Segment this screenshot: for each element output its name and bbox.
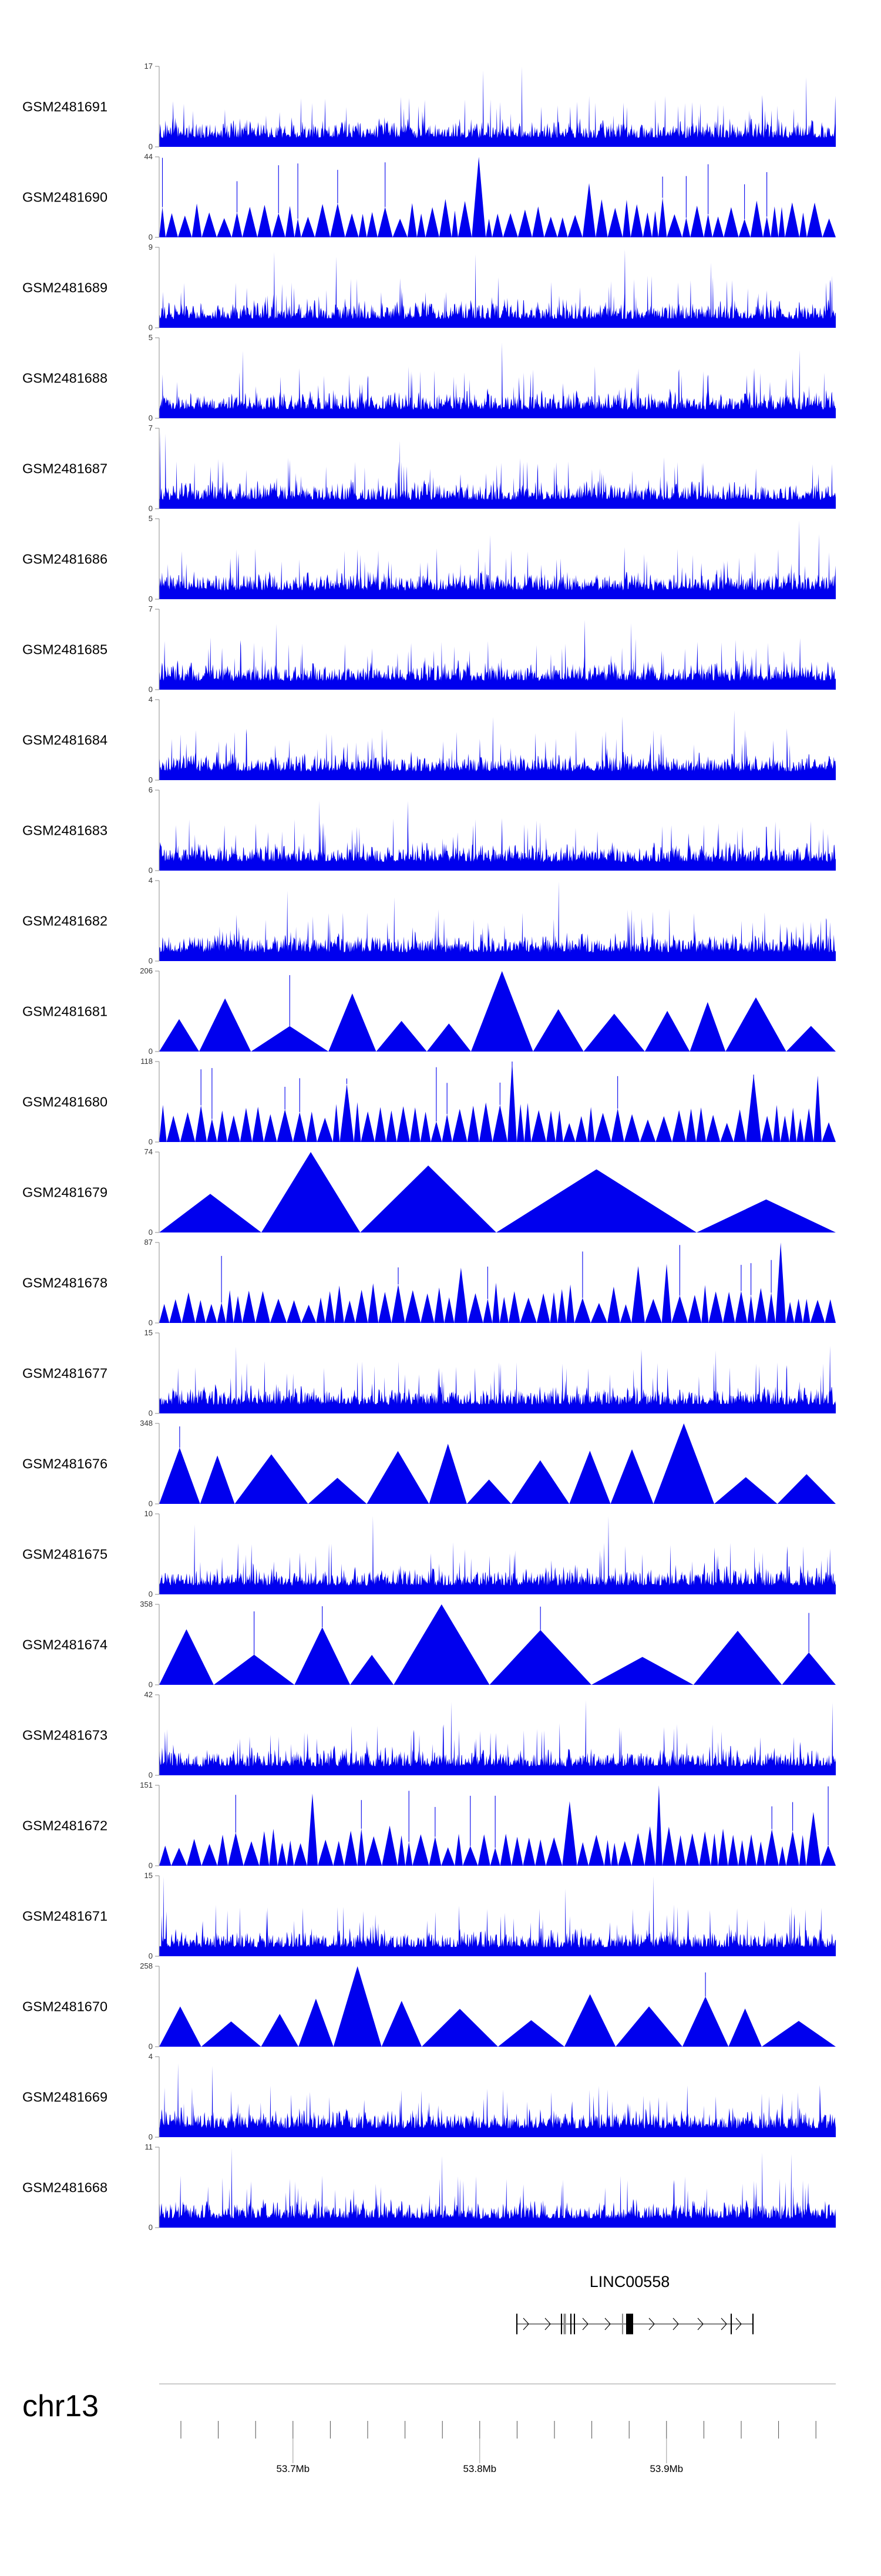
svg-text:7: 7 xyxy=(149,424,153,432)
svg-text:chr13: chr13 xyxy=(22,2389,99,2423)
svg-text:0: 0 xyxy=(149,1680,153,1689)
svg-text:4: 4 xyxy=(149,695,153,704)
svg-text:7: 7 xyxy=(149,604,153,613)
svg-text:GSM2481690: GSM2481690 xyxy=(22,190,107,205)
svg-text:0: 0 xyxy=(149,2132,153,2141)
svg-text:GSM2481687: GSM2481687 xyxy=(22,461,107,476)
svg-text:0: 0 xyxy=(149,323,153,332)
svg-text:151: 151 xyxy=(140,1781,153,1789)
svg-text:GSM2481683: GSM2481683 xyxy=(22,823,107,838)
svg-text:GSM2481668: GSM2481668 xyxy=(22,2180,107,2195)
svg-text:358: 358 xyxy=(140,1600,153,1608)
svg-text:GSM2481673: GSM2481673 xyxy=(22,1728,107,1743)
svg-text:GSM2481669: GSM2481669 xyxy=(22,2090,107,2105)
svg-text:0: 0 xyxy=(149,1318,153,1327)
svg-text:74: 74 xyxy=(144,1147,153,1156)
svg-text:GSM2481686: GSM2481686 xyxy=(22,552,107,567)
svg-text:GSM2481685: GSM2481685 xyxy=(22,642,107,657)
svg-text:10: 10 xyxy=(144,1509,153,1518)
svg-text:0: 0 xyxy=(149,595,153,603)
svg-text:118: 118 xyxy=(140,1057,153,1066)
svg-text:15: 15 xyxy=(144,1871,153,1880)
svg-text:11: 11 xyxy=(145,2142,153,2151)
svg-text:GSM2481674: GSM2481674 xyxy=(22,1637,107,1653)
svg-text:44: 44 xyxy=(144,152,153,161)
svg-text:206: 206 xyxy=(140,966,153,975)
svg-text:87: 87 xyxy=(144,1238,153,1247)
svg-text:GSM2481677: GSM2481677 xyxy=(22,1366,107,1381)
svg-text:0: 0 xyxy=(149,233,153,241)
svg-text:GSM2481682: GSM2481682 xyxy=(22,913,107,929)
svg-text:0: 0 xyxy=(149,685,153,694)
svg-text:0: 0 xyxy=(149,775,153,784)
svg-text:0: 0 xyxy=(149,2042,153,2051)
svg-text:0: 0 xyxy=(149,1590,153,1598)
svg-text:4: 4 xyxy=(149,876,153,885)
svg-text:5: 5 xyxy=(149,514,153,523)
svg-text:0: 0 xyxy=(149,504,153,513)
svg-text:GSM2481670: GSM2481670 xyxy=(22,1999,107,2014)
svg-text:258: 258 xyxy=(140,1962,153,1970)
svg-text:348: 348 xyxy=(140,1419,153,1428)
svg-text:0: 0 xyxy=(149,1861,153,1870)
svg-text:0: 0 xyxy=(149,866,153,875)
svg-text:GSM2481675: GSM2481675 xyxy=(22,1547,107,1562)
svg-text:LINC00558: LINC00558 xyxy=(590,2273,670,2290)
svg-text:0: 0 xyxy=(149,1409,153,1418)
svg-text:GSM2481691: GSM2481691 xyxy=(22,99,107,115)
svg-text:0: 0 xyxy=(149,1137,153,1146)
svg-text:6: 6 xyxy=(149,785,153,794)
svg-text:53.8Mb: 53.8Mb xyxy=(463,2463,496,2474)
svg-text:0: 0 xyxy=(149,142,153,151)
svg-text:0: 0 xyxy=(149,1952,153,1960)
svg-text:53.7Mb: 53.7Mb xyxy=(276,2463,310,2474)
svg-text:GSM2481688: GSM2481688 xyxy=(22,371,107,386)
svg-text:0: 0 xyxy=(149,1047,153,1056)
svg-text:0: 0 xyxy=(149,414,153,422)
svg-text:0: 0 xyxy=(149,956,153,965)
svg-text:0: 0 xyxy=(149,1771,153,1779)
svg-text:GSM2481671: GSM2481671 xyxy=(22,1909,107,1924)
svg-text:GSM2481680: GSM2481680 xyxy=(22,1094,107,1110)
svg-text:GSM2481684: GSM2481684 xyxy=(22,733,107,748)
svg-text:GSM2481678: GSM2481678 xyxy=(22,1275,107,1291)
svg-text:GSM2481676: GSM2481676 xyxy=(22,1456,107,1472)
svg-text:9: 9 xyxy=(149,243,153,251)
svg-text:GSM2481689: GSM2481689 xyxy=(22,280,107,295)
svg-text:0: 0 xyxy=(149,1499,153,1508)
svg-text:0: 0 xyxy=(149,2223,153,2232)
svg-text:17: 17 xyxy=(144,62,153,70)
svg-text:0: 0 xyxy=(149,1228,153,1237)
svg-text:15: 15 xyxy=(144,1328,153,1337)
svg-text:GSM2481672: GSM2481672 xyxy=(22,1818,107,1833)
svg-text:42: 42 xyxy=(144,1690,153,1699)
svg-text:53.9Mb: 53.9Mb xyxy=(650,2463,683,2474)
svg-text:GSM2481681: GSM2481681 xyxy=(22,1004,107,1019)
svg-text:5: 5 xyxy=(149,333,153,342)
svg-text:4: 4 xyxy=(149,2052,153,2061)
svg-text:GSM2481679: GSM2481679 xyxy=(22,1185,107,1200)
